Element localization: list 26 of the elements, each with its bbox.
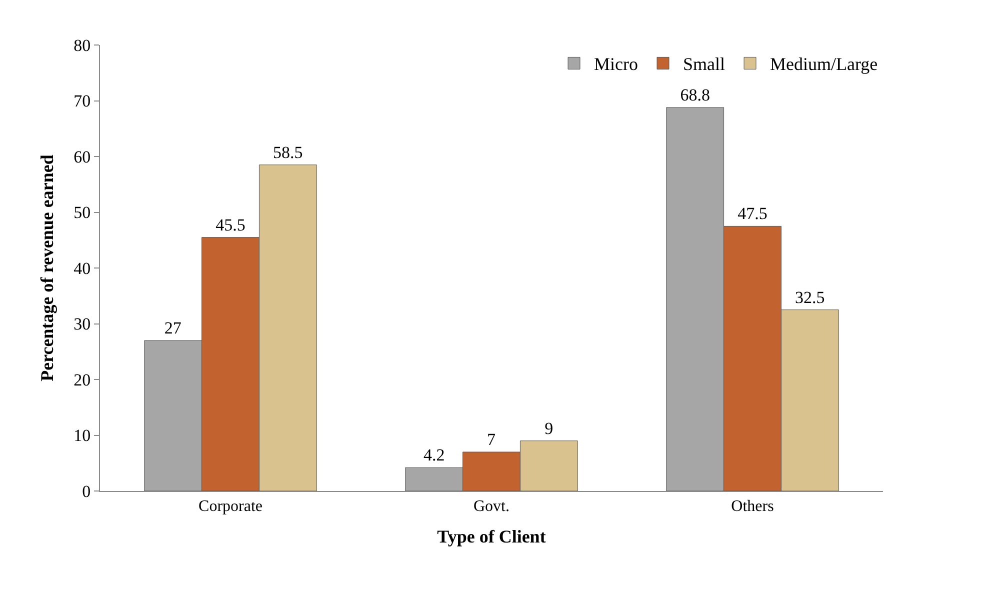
- x-tick-label: Corporate: [198, 498, 262, 516]
- data-label: 45.5: [216, 215, 246, 234]
- y-tick-label: 0: [82, 482, 91, 501]
- data-label: 58.5: [273, 142, 303, 162]
- data-label: 9: [544, 418, 554, 438]
- y-tick-label: 80: [74, 36, 91, 55]
- y-tick-label: 60: [74, 147, 91, 166]
- y-tick-label: 10: [74, 426, 91, 446]
- legend-label: Micro: [594, 54, 638, 74]
- data-label: 27: [164, 318, 182, 338]
- data-label: 68.8: [680, 85, 710, 104]
- y-axis-title: Percentage of revenue earned: [36, 154, 57, 382]
- y-tick-label: 30: [74, 314, 91, 334]
- data-label: 47.5: [738, 204, 768, 224]
- x-tick-label: Govt.: [474, 498, 510, 516]
- y-tick-label: 20: [74, 370, 91, 390]
- data-label: 7: [487, 430, 496, 449]
- y-tick-label: 70: [74, 92, 91, 111]
- y-tick-label: 50: [74, 203, 91, 222]
- data-label: 4.2: [423, 446, 445, 465]
- data-label: 32.5: [795, 288, 825, 307]
- x-tick-label: Others: [731, 498, 774, 516]
- x-axis-title: Type of Client: [437, 526, 546, 546]
- y-tick-label: 40: [74, 258, 91, 278]
- legend-label: Medium/Large: [770, 54, 878, 74]
- legend-label: Small: [683, 54, 726, 74]
